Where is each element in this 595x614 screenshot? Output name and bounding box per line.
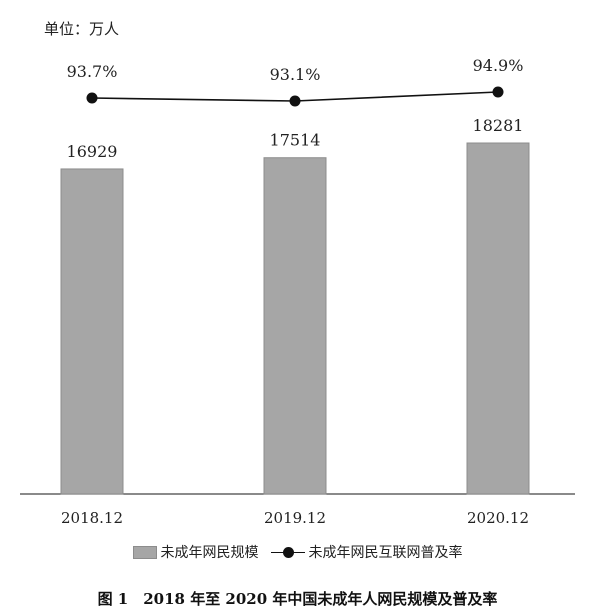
legend-bar-label: 未成年网民规模 [160,545,259,561]
legend-item-bar: 未成年网民规模 [132,542,259,562]
line-value-label: 93.7% [67,62,118,81]
line-value-label: 93.1% [270,65,321,84]
legend: 未成年网民规模 未成年网民互联网普及率 [0,542,595,562]
legend-line-swatch [270,546,305,558]
x-tick-label: 2018.12 [61,509,123,527]
bar-2020.12 [466,142,530,495]
bar-value-label: 17514 [270,131,321,150]
unit-label: 单位：万人 [44,20,120,38]
legend-line-label: 未成年网民互联网普及率 [308,545,463,561]
bar-value-label: 16929 [67,142,118,161]
line-point-2020.12 [492,86,504,98]
bar-2018.12 [60,168,124,495]
line-point-2018.12 [86,92,98,104]
line-value-label: 94.9% [473,56,524,75]
x-tick-label: 2020.12 [467,509,529,527]
legend-bar-swatch [132,545,157,559]
legend-item-line: 未成年网民互联网普及率 [270,542,463,562]
bar-value-label: 18281 [473,116,524,135]
line-point-2019.12 [289,95,301,107]
bar-2019.12 [263,157,327,495]
x-tick-label: 2019.12 [264,509,326,527]
figure-caption: 图 1 2018 年至 2020 年中国未成年人网民规模及普及率 [97,590,498,608]
